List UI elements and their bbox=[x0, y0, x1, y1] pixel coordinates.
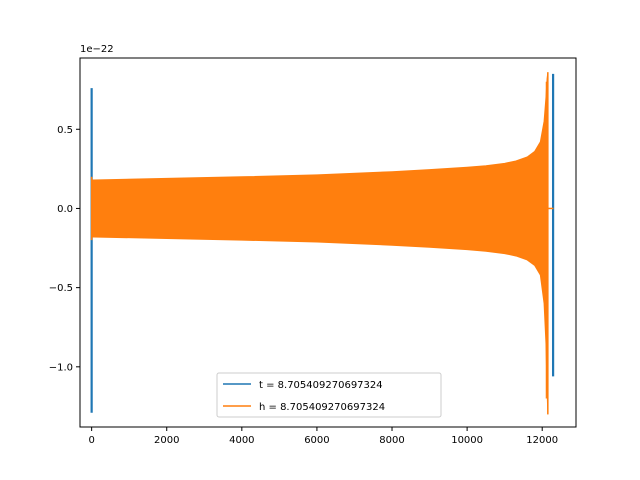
legend-label-t: t = 8.705409270697324 bbox=[259, 380, 383, 391]
series-group bbox=[90, 72, 555, 415]
x-tick-label-3: 6000 bbox=[304, 435, 329, 446]
plot-area bbox=[90, 72, 555, 415]
y-axis-offset-label: 1e−22 bbox=[80, 44, 114, 55]
y-tick-label-3: 0.5 bbox=[57, 125, 73, 136]
x-tick-label-1: 2000 bbox=[154, 435, 179, 446]
x-tick-label-5: 10000 bbox=[451, 435, 483, 446]
x-tick-label-0: 0 bbox=[88, 435, 94, 446]
legend: t = 8.705409270697324 h = 8.705409270697… bbox=[216, 372, 442, 418]
y-tick-label-2: 0.0 bbox=[57, 204, 73, 215]
x-tick-label-6: 12000 bbox=[526, 435, 558, 446]
x-tick-label-4: 8000 bbox=[379, 435, 404, 446]
legend-box bbox=[216, 372, 442, 418]
axes: 0 2000 4000 6000 8000 10000 12000 −1.0 −0.5 0.0 0.… bbox=[49, 57, 577, 446]
axes-frame bbox=[79, 57, 577, 428]
x-tick-label-2: 4000 bbox=[229, 435, 254, 446]
y-tick-label-1: −0.5 bbox=[49, 283, 73, 294]
y-tick-label-0: −1.0 bbox=[49, 362, 73, 373]
legend-label-h: h = 8.705409270697324 bbox=[259, 402, 385, 413]
